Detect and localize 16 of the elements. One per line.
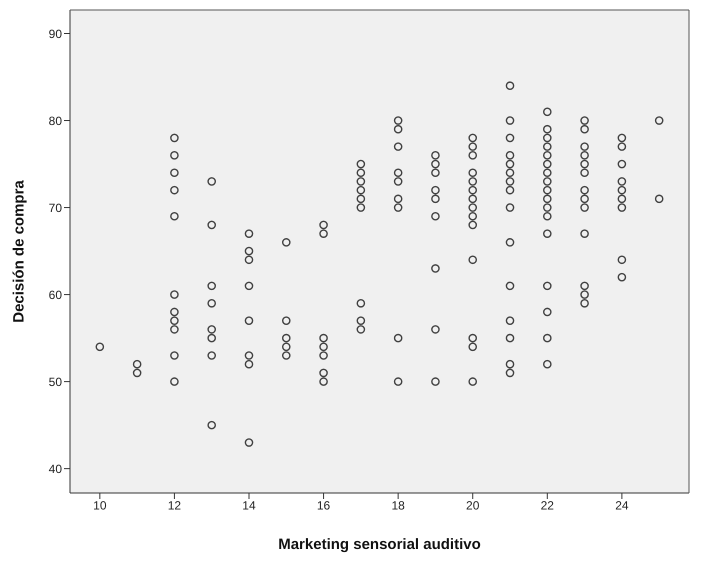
y-tick-label: 90 <box>48 26 62 41</box>
x-tick-label: 24 <box>615 498 629 513</box>
x-tick-label: 16 <box>316 498 331 513</box>
x-tick-label: 14 <box>242 498 256 513</box>
y-tick-label: 60 <box>48 288 62 302</box>
x-tick-label: 12 <box>168 498 182 513</box>
x-axis-title: Marketing sensorial auditivo <box>278 536 481 553</box>
x-tick-label: 10 <box>93 498 107 513</box>
y-axis-title: Decisión de compra <box>10 180 28 323</box>
y-tick-label: 80 <box>48 114 62 128</box>
y-tick-label: 50 <box>48 374 62 389</box>
x-tick-label: 18 <box>391 498 406 513</box>
x-tick-label: 22 <box>540 498 554 513</box>
x-tick-label: 20 <box>466 498 480 513</box>
y-tick-label: 40 <box>48 462 62 476</box>
y-tick-label: 70 <box>48 200 62 215</box>
